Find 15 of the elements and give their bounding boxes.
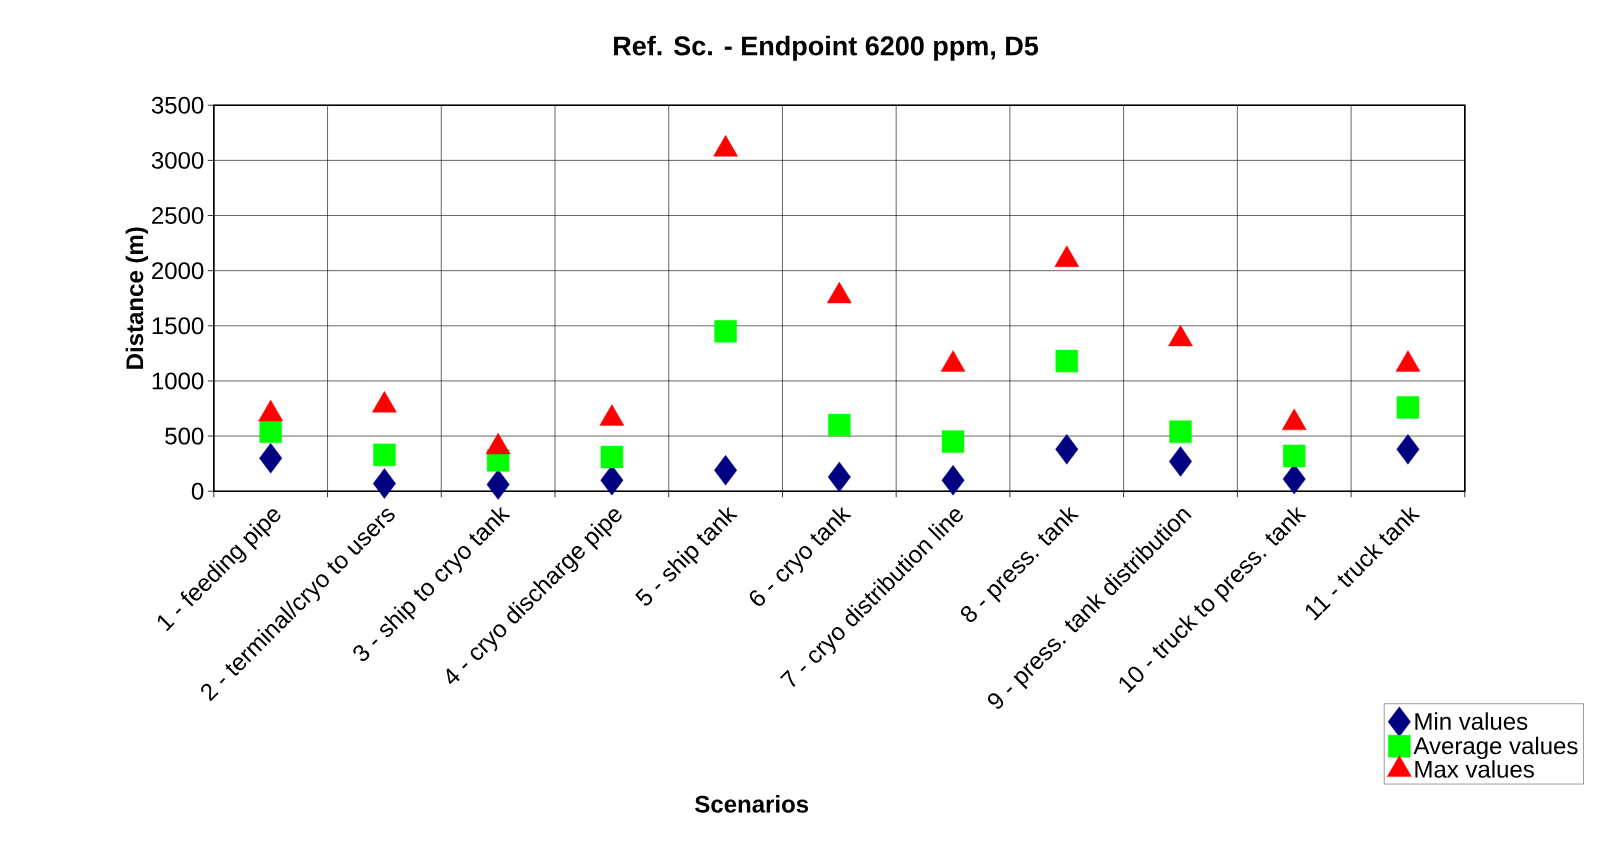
y-tick-label: 3500 (151, 96, 204, 114)
y-tick-label: 3000 (151, 151, 204, 169)
y-tick-label: 2000 (152, 262, 204, 280)
legend-label: Average values (1413, 736, 1578, 760)
legend-label: Max values (1415, 760, 1534, 778)
y-tick-label: 1000 (152, 372, 204, 390)
y-tick-label: 0 (191, 482, 204, 500)
y-tick-label: 500 (165, 427, 204, 445)
y-axis-title: Distance (m) (125, 227, 149, 369)
y-tick-label: 1500 (152, 317, 204, 335)
x-axis-title: Scenarios (695, 795, 809, 813)
y-tick-label: 2500 (152, 207, 204, 225)
chart-title: Ref. Sc. - Endpoint 6200 ppm, D5 (614, 35, 1039, 61)
legend-label: Min values (1415, 712, 1528, 730)
x-tick-label: 5 - ship tank (635, 506, 738, 606)
